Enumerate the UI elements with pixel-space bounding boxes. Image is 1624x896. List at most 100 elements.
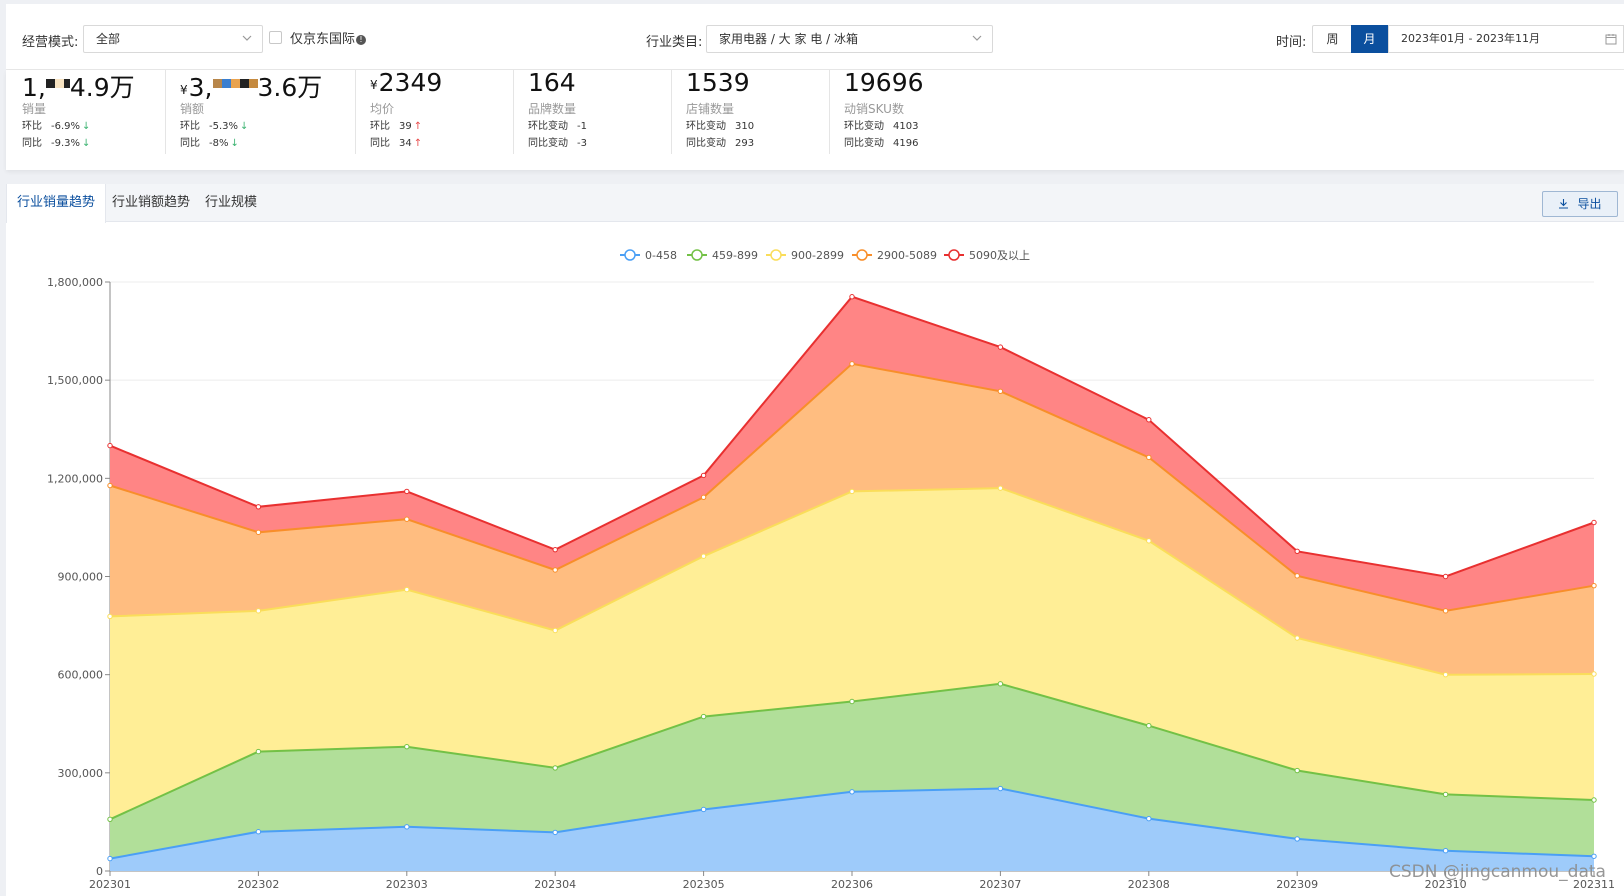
data-point: [107, 482, 113, 489]
filter-bar: 经营模式: 全部 仅京东国际! 行业类目: 家用电器 / 大 家 电 / 冰箱 …: [6, 4, 1624, 70]
data-point: [849, 698, 855, 705]
tab-sales-volume-trend[interactable]: 行业销量趋势: [6, 184, 107, 223]
stat-yoy: 同比变动 293: [686, 138, 755, 149]
data-point: [997, 785, 1004, 792]
legend-label: 900-2899: [791, 249, 844, 262]
area-459-899: [110, 683, 1594, 859]
y-tick-label: 0: [96, 865, 103, 878]
info-icon[interactable]: !: [356, 35, 367, 45]
x-tick-label: 202306: [831, 878, 873, 891]
mosaic-block: [63, 79, 70, 88]
data-point: [1146, 454, 1152, 461]
mosaic-block: [45, 79, 55, 88]
legend-label: 2900-5089: [877, 249, 937, 262]
x-tick-label: 202304: [534, 878, 576, 891]
calendar-icon: [1605, 34, 1617, 45]
data-point: [700, 713, 707, 720]
data-point: [997, 388, 1004, 394]
x-tick-label: 202305: [683, 878, 725, 891]
data-point: [255, 504, 262, 510]
data-point: [1146, 723, 1152, 729]
data-point: [700, 472, 707, 479]
stat-value: 1539: [686, 68, 750, 97]
month-toggle[interactable]: 月: [1351, 25, 1388, 53]
y-tick-label: 1,200,000: [47, 472, 103, 485]
tab-industry-scale[interactable]: 行业规模: [205, 195, 258, 210]
data-point: [1591, 519, 1597, 526]
x-tick-label: 202303: [386, 878, 428, 891]
data-point: [1442, 791, 1449, 798]
data-point: [107, 613, 113, 620]
stat-shop-count: 1539 店铺数量 环比变动 310 同比变动 293: [671, 68, 829, 154]
data-point: [404, 586, 410, 593]
data-point: [1294, 836, 1300, 842]
stat-brand-count: 164 品牌数量 环比变动 -1 同比变动 -3: [513, 68, 671, 154]
x-tick-label: 202302: [237, 878, 279, 891]
export-button[interactable]: 导出: [1542, 191, 1618, 217]
chevron-down-icon: [972, 35, 982, 41]
mosaic-block: [212, 79, 222, 88]
stat-sku-count: 19696 动销SKU数 环比变动 4103 同比变动 4196: [829, 68, 1029, 154]
data-point: [1294, 548, 1300, 555]
week-toggle[interactable]: 周: [1312, 25, 1353, 53]
area-0-458: [110, 788, 1594, 871]
data-point: [1442, 671, 1449, 678]
y-tick-label: 1,800,000: [47, 276, 103, 289]
stat-value: ¥2349: [370, 68, 443, 97]
data-point: [997, 681, 1004, 687]
date-range-picker[interactable]: 2023年01月 - 2023年11月: [1388, 25, 1624, 53]
export-label: 导出: [1577, 197, 1602, 211]
legend-label: 0-458: [645, 249, 677, 262]
stat-yoy: 同比变动 -3: [528, 138, 587, 149]
data-point: [1442, 848, 1449, 854]
legend-marker: [691, 249, 703, 261]
jd-intl-label: 仅京东国际!: [290, 28, 367, 47]
legend-label: 459-899: [712, 249, 758, 262]
arrow-up-icon: ↑: [413, 138, 423, 149]
area-2900-5089: [110, 363, 1594, 675]
stat-value: 164: [528, 68, 576, 97]
mode-select[interactable]: 全部: [83, 25, 263, 53]
mosaic-block: [248, 79, 258, 88]
data-point: [255, 608, 262, 614]
data-point: [997, 344, 1004, 350]
y-tick-label: 1,500,000: [47, 374, 103, 387]
data-point: [404, 824, 410, 830]
stats-row: 1, 4.9万 销量 环比 -6.9% ↓ 同比 -9.3% ↓ ¥3, 3.6万 销额 环…: [6, 68, 1624, 170]
data-point: [255, 748, 262, 755]
stat-yoy: 同比 -8% ↓: [180, 138, 239, 149]
y-tick-label: 300,000: [58, 767, 104, 780]
category-select[interactable]: 家用电器 / 大 家 电 / 冰箱: [706, 25, 993, 53]
stat-sales-amount: ¥3, 3.6万 销额 环比 -5.3% ↓ 同比 -8% ↓: [165, 70, 355, 154]
data-point: [1591, 853, 1597, 859]
stat-label: 店铺数量: [686, 102, 735, 116]
mosaic-block: [54, 79, 64, 88]
x-tick-label: 202308: [1128, 878, 1170, 891]
chevron-down-icon: [242, 35, 252, 41]
mode-label: 经营模式:: [22, 35, 79, 50]
data-point: [849, 294, 855, 300]
data-point: [1591, 582, 1597, 589]
stat-yoy: 同比 34 ↑: [370, 138, 423, 149]
legend-label: 5090及以上: [969, 249, 1030, 262]
arrow-down-icon: ↓: [82, 121, 91, 132]
tab-sales-amount-trend[interactable]: 行业销额趋势: [112, 195, 191, 210]
legend-marker: [948, 249, 960, 261]
data-point: [1294, 767, 1300, 774]
data-point: [552, 765, 558, 771]
mosaic-block: [239, 79, 249, 88]
data-point: [552, 627, 558, 634]
data-point: [107, 855, 113, 862]
watermark: CSDN @jingcanmou_data: [1389, 862, 1606, 882]
data-point: [1591, 797, 1597, 803]
stat-yoy: 同比变动 4196: [844, 138, 919, 149]
stat-yoy: 同比 -9.3% ↓: [22, 138, 91, 149]
stat-label: 销额: [180, 102, 205, 116]
jd-intl-checkbox[interactable]: [269, 31, 282, 44]
data-point: [552, 567, 558, 573]
data-point: [1294, 635, 1300, 641]
legend-marker: [624, 249, 636, 261]
download-icon: [1559, 199, 1569, 209]
data-point: [107, 442, 113, 449]
tab-bar: 行业销量趋势 行业销额趋势 行业规模 导出: [6, 184, 1624, 223]
